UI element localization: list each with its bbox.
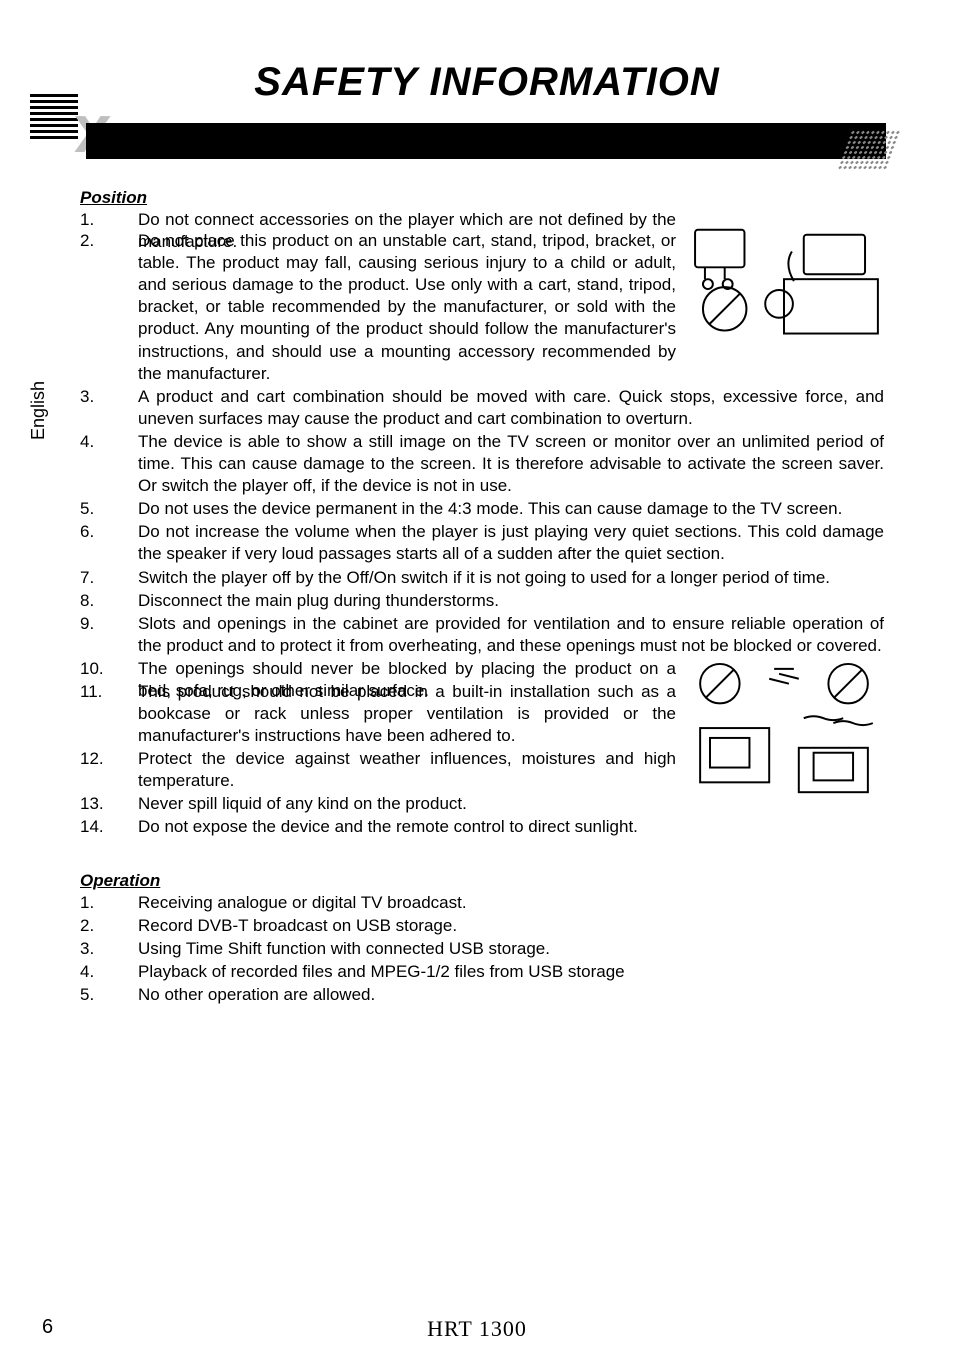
logo-bars-icon — [30, 94, 78, 142]
list-item-text: Receiving analogue or digital TV broadca… — [138, 892, 884, 914]
list-item-text: Disconnect the main plug during thunders… — [138, 590, 884, 612]
list-item-text: The device is able to show a still image… — [138, 431, 884, 497]
position-list: 1. Do not connect accessories on the pla… — [80, 209, 884, 838]
page-title: SAFETY INFORMATION — [80, 60, 894, 105]
list-number: 13. — [80, 793, 138, 815]
list-number: 3. — [80, 938, 138, 960]
list-number: 14. — [80, 816, 138, 838]
list-number: 2. — [80, 230, 138, 385]
list-item-text: This product should not be placed in a b… — [138, 681, 884, 747]
list-item-text: No other operation are allowed. — [138, 984, 884, 1006]
list-item-text: Protect the device against weather influ… — [138, 748, 884, 792]
title-underline-bar — [86, 123, 886, 159]
list-number: 7. — [80, 567, 138, 589]
list-number: 4. — [80, 961, 138, 983]
footer-model: HRT 1300 — [0, 1316, 954, 1342]
list-item-text: Never spill liquid of any kind on the pr… — [138, 793, 884, 815]
list-item-text: Do not uses the device permanent in the … — [138, 498, 884, 520]
list-item-text: Slots and openings in the cabinet are pr… — [138, 613, 884, 657]
list-number: 4. — [80, 431, 138, 497]
operation-list: 1.Receiving analogue or digital TV broad… — [80, 892, 884, 1006]
list-item-text: Playback of recorded files and MPEG-1/2 … — [138, 961, 884, 983]
list-number: 5. — [80, 498, 138, 520]
list-item-text: Record DVB-T broadcast on USB storage. — [138, 915, 884, 937]
list-item-text: Using Time Shift function with connected… — [138, 938, 884, 960]
section-heading-operation: Operation — [80, 870, 884, 892]
list-number: 8. — [80, 590, 138, 612]
list-item-text: Do not place this product on an unstable… — [138, 230, 884, 385]
list-number: 3. — [80, 386, 138, 430]
list-number: 12. — [80, 748, 138, 792]
list-number: 1. — [80, 892, 138, 914]
list-item-text: Do not increase the volume when the play… — [138, 521, 884, 565]
list-number: 5. — [80, 984, 138, 1006]
list-number: 6. — [80, 521, 138, 565]
list-item-text: Do not expose the device and the remote … — [138, 816, 884, 838]
language-tab: English — [28, 381, 49, 440]
section-heading-position: Position — [80, 187, 884, 209]
list-number: 9. — [80, 613, 138, 657]
list-number: 2. — [80, 915, 138, 937]
content-body: Position 1. Do not connect accessories o… — [80, 185, 884, 1007]
list-number: 11. — [80, 681, 138, 747]
list-item-text: A product and cart combination should be… — [138, 386, 884, 430]
list-item-text: Switch the player off by the Off/On swit… — [138, 567, 884, 589]
